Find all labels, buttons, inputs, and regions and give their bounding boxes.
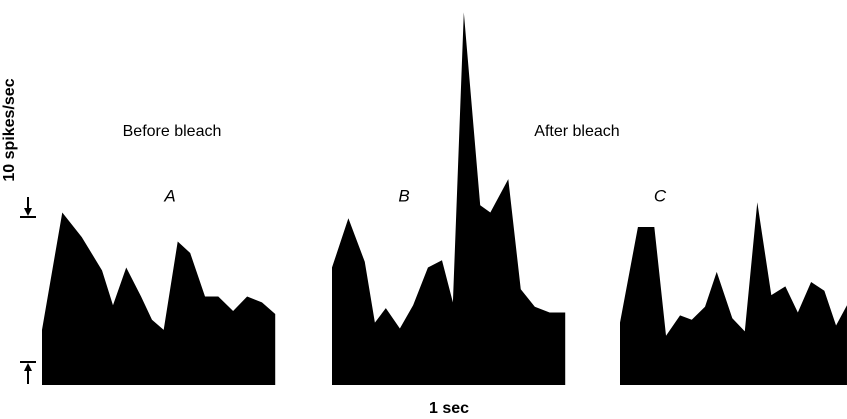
- condition-label: Before bleach: [123, 123, 222, 140]
- scale-arrowhead: [24, 363, 32, 371]
- x-scale-label: 1 sec: [429, 400, 469, 417]
- condition-label: After bleach: [534, 123, 619, 140]
- panel-title: B: [398, 186, 409, 205]
- panel-title: A: [163, 186, 175, 205]
- scale-arrowhead: [24, 208, 32, 216]
- panel-title: C: [654, 186, 667, 205]
- histogram-area: [42, 212, 276, 385]
- histogram-area: [620, 202, 847, 385]
- histogram-area: [332, 12, 566, 385]
- y-scale-label: 10 spikes/sec: [1, 78, 18, 181]
